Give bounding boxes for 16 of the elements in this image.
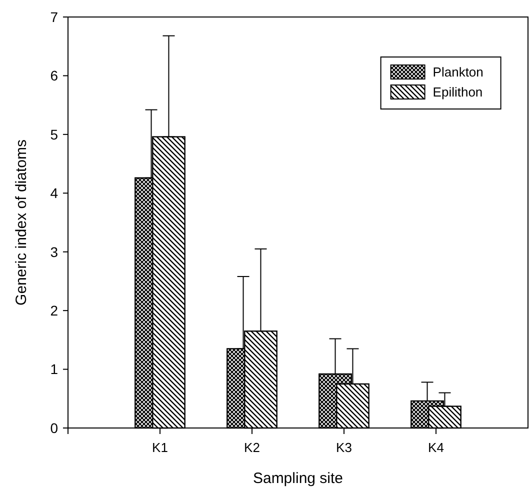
legend-label: Plankton xyxy=(432,64,484,80)
y-tick-label: 7 xyxy=(50,8,58,25)
x-tick-label: K3 xyxy=(336,440,352,455)
x-tick-label: K4 xyxy=(428,440,444,455)
y-tick-label: 3 xyxy=(50,244,58,260)
x-tick-label: K2 xyxy=(244,440,260,455)
x-axis-title: Sampling site xyxy=(252,470,344,487)
y-tick-label: 0 xyxy=(50,420,58,436)
x-tick-label: K1 xyxy=(152,440,168,455)
y-tick-label: 6 xyxy=(50,68,58,84)
y-tick-label: 2 xyxy=(50,302,58,318)
y-tick-label: 1 xyxy=(50,361,58,378)
legend-label: Epilithon xyxy=(432,84,483,100)
y-tick-label: 4 xyxy=(50,185,58,202)
y-tick-label: 5 xyxy=(50,126,58,142)
y-axis-title: Generic index of diatoms xyxy=(13,140,30,306)
